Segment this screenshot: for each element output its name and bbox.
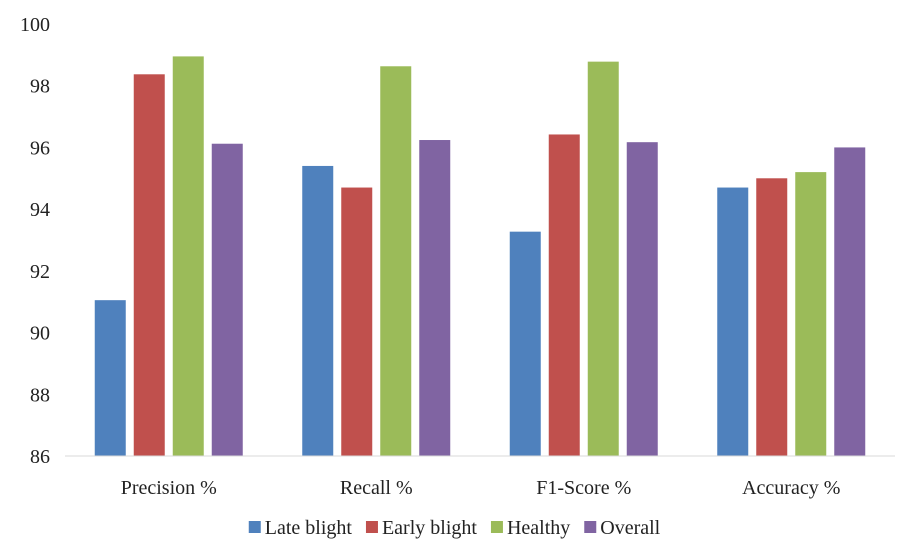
bar-late-blight (302, 165, 334, 456)
bar-overall (211, 143, 243, 456)
bar-overall (626, 142, 658, 456)
bar-early-blight (133, 74, 165, 456)
x-tick-label: Recall % (340, 477, 413, 499)
y-tick-label: 92 (30, 261, 50, 283)
legend: Late blight Early blight Healthy Overall (248, 517, 661, 539)
legend-label: Early blight (382, 517, 477, 539)
bar-early-blight (548, 134, 580, 456)
legend-swatch (365, 521, 378, 533)
bar-late-blight (94, 300, 126, 456)
bar-late-blight (509, 231, 541, 456)
y-tick-label: 100 (20, 14, 50, 36)
legend-swatch (584, 521, 597, 533)
bar-overall (419, 140, 451, 456)
bar-early-blight (756, 178, 788, 457)
legend-label: Late blight (265, 517, 353, 539)
x-tick-label: Accuracy % (742, 477, 840, 499)
bars (94, 56, 866, 457)
bar-late-blight (717, 187, 749, 457)
y-tick-label: 94 (30, 199, 50, 221)
y-tick-label: 86 (30, 446, 50, 468)
y-tick-label: 88 (30, 384, 50, 406)
y-axis-ticks: 86 88 90 92 94 96 98 100 (20, 14, 50, 468)
bar-healthy (380, 66, 412, 456)
legend-swatch (248, 521, 261, 533)
legend-label: Overall (600, 517, 660, 539)
bar-healthy (587, 61, 619, 456)
y-tick-label: 98 (30, 76, 50, 98)
bar-healthy (795, 172, 827, 456)
y-tick-label: 96 (30, 137, 50, 159)
x-axis-ticks: Precision % Recall % F1-Score % Accuracy % (121, 477, 841, 499)
bar-early-blight (341, 187, 373, 457)
x-tick-label: Precision % (121, 477, 217, 499)
bar-healthy (172, 56, 204, 457)
legend-label: Healthy (507, 517, 570, 539)
bar-overall (834, 147, 866, 456)
legend-swatch (490, 521, 503, 533)
y-tick-label: 90 (30, 323, 50, 345)
x-tick-label: F1-Score % (536, 477, 631, 499)
